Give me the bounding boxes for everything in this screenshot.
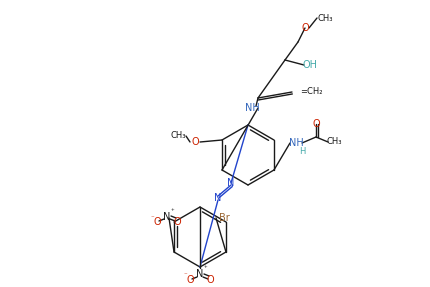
Text: N: N <box>196 269 203 279</box>
Text: NH: NH <box>244 103 259 113</box>
Text: ⁻: ⁻ <box>150 215 154 221</box>
Text: =CH₂: =CH₂ <box>299 88 322 96</box>
Text: OH: OH <box>302 60 317 70</box>
Text: O: O <box>186 275 194 285</box>
Text: O: O <box>173 217 181 227</box>
Text: CH₃: CH₃ <box>170 131 185 141</box>
Text: O: O <box>153 217 160 227</box>
Text: ⁺: ⁺ <box>203 266 206 272</box>
Text: Br: Br <box>218 213 229 223</box>
Text: CH₃: CH₃ <box>316 13 332 22</box>
Text: H: H <box>298 148 304 156</box>
Text: N: N <box>214 193 221 203</box>
Text: O: O <box>301 23 308 33</box>
Text: O: O <box>311 119 319 129</box>
Text: CH₃: CH₃ <box>326 137 341 146</box>
Text: O: O <box>206 275 213 285</box>
Text: N: N <box>163 212 170 222</box>
Text: ⁻: ⁻ <box>183 272 187 278</box>
Text: NH: NH <box>288 138 303 148</box>
Text: N: N <box>227 178 234 188</box>
Text: O: O <box>191 137 198 147</box>
Text: ⁺: ⁺ <box>170 209 173 215</box>
